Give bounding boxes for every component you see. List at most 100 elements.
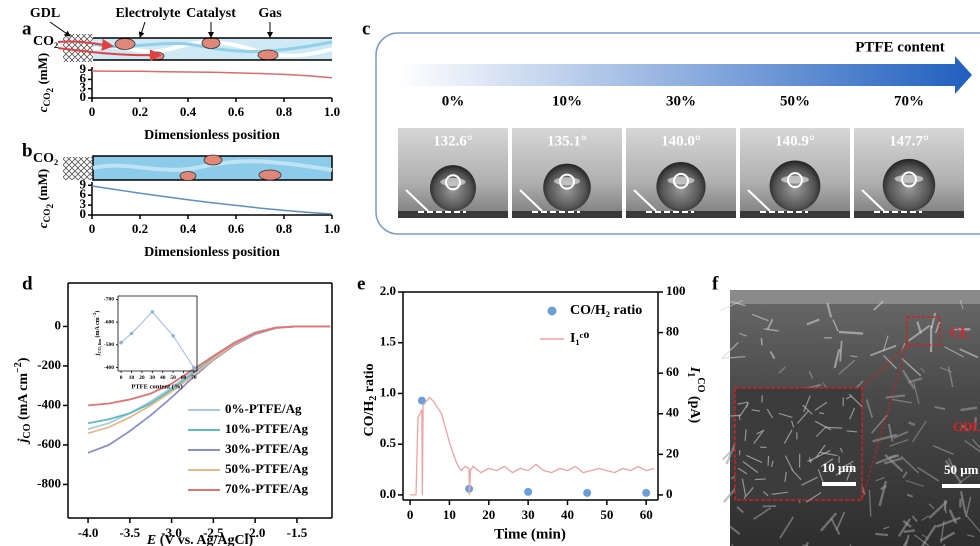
label-part: c <box>35 106 50 112</box>
droplet-reflection <box>559 173 575 190</box>
texture <box>802 404 813 415</box>
x-tick-label: 0 <box>89 221 96 236</box>
texture <box>870 344 897 357</box>
texture <box>767 455 770 466</box>
y-tick-label: 6 <box>80 186 87 201</box>
x-tick-label: 60 <box>181 375 187 381</box>
texture <box>815 425 827 438</box>
droplet-highlight <box>553 177 581 186</box>
texture <box>806 318 820 326</box>
x-tick-label: 0.6 <box>228 221 245 236</box>
texture <box>882 335 889 352</box>
texture <box>825 426 843 429</box>
texture <box>865 399 874 418</box>
legend-label: 70%-PTFE/Ag <box>225 481 309 496</box>
content-label: 0% <box>442 93 465 109</box>
texture <box>769 350 776 360</box>
panel-label: b <box>22 140 33 161</box>
legend-label: 0%-PTFE/Ag <box>225 401 302 416</box>
texture <box>778 412 793 418</box>
x-tick-label: 0.2 <box>132 221 148 236</box>
label-part: −2 <box>92 313 97 318</box>
texture <box>820 458 834 468</box>
texture <box>721 355 746 360</box>
texture <box>882 354 898 370</box>
photo-substrate <box>398 211 508 218</box>
droplet-highlight <box>894 174 924 183</box>
data-point <box>171 333 175 338</box>
texture <box>914 534 931 546</box>
legend-label: 50%-PTFE/Ag <box>225 461 309 476</box>
y-tick-label: 3 <box>80 196 87 211</box>
contact-angle-panel <box>375 32 980 235</box>
x-tick-label: 1.0 <box>324 104 340 119</box>
x-tick-label: 10 <box>129 375 135 381</box>
texture <box>753 507 772 520</box>
texture <box>944 459 963 484</box>
x-axis-label: Dimensionless position <box>144 128 280 143</box>
texture <box>934 405 946 411</box>
texture <box>911 420 927 443</box>
texture <box>838 330 864 335</box>
angle-label: 140.9° <box>775 133 815 149</box>
schematic-a <box>49 21 333 62</box>
label-part: ratio <box>362 363 377 395</box>
texture <box>820 512 838 532</box>
schematic-label: Catalyst <box>186 6 236 21</box>
texture <box>880 484 887 491</box>
texture <box>771 491 789 495</box>
gas-label: CO₂ <box>33 34 58 49</box>
label-part: −2 <box>13 362 24 373</box>
data-point <box>524 487 533 496</box>
label-part: (mM) <box>35 53 50 88</box>
droplet-reflection <box>787 172 803 189</box>
schematic-label: Electrolyte <box>115 6 180 21</box>
texture <box>835 511 846 531</box>
y-tick-label: 1.5 <box>380 334 397 349</box>
texture <box>873 300 884 311</box>
y-tick-label: -600 <box>104 319 114 325</box>
texture <box>746 454 763 463</box>
texture <box>901 357 922 377</box>
texture <box>966 534 975 538</box>
texture <box>875 532 889 537</box>
panel-label: e <box>357 273 365 294</box>
texture <box>835 467 849 476</box>
content-label: 70% <box>894 93 924 109</box>
texture <box>911 515 918 523</box>
x-tick-label: 50 <box>170 375 176 381</box>
texture <box>826 302 833 318</box>
data-line <box>91 70 333 79</box>
y2-tick-label: 20 <box>666 445 679 460</box>
texture <box>814 420 832 431</box>
x-tick-label: -2.5 <box>203 525 224 540</box>
droplet <box>656 162 706 212</box>
texture <box>766 318 774 331</box>
data-point <box>192 365 196 370</box>
x-tick-label: 60 <box>640 507 653 522</box>
x-tick-label: 40 <box>160 375 166 381</box>
label-part: CO <box>43 92 53 106</box>
sem-label: GDL <box>953 419 980 434</box>
angle-label: 147.7° <box>889 133 929 149</box>
data-line <box>410 396 655 496</box>
droplet-highlight <box>781 175 809 184</box>
texture <box>928 503 935 509</box>
photo-substrate <box>854 211 964 218</box>
texture <box>916 321 922 334</box>
texture <box>875 476 885 482</box>
label-part: (mM) <box>35 169 50 204</box>
y2-tick-label: 60 <box>666 364 679 379</box>
x-tick-label: -3.5 <box>120 525 141 540</box>
texture <box>771 460 774 467</box>
texture <box>796 410 810 424</box>
texture <box>902 471 908 479</box>
x-tick-label: 10 <box>443 507 456 522</box>
texture <box>900 455 920 474</box>
y-tick-label: 0 <box>55 317 62 332</box>
x-tick-label: 0.2 <box>132 104 148 119</box>
x-tick-label: 70 <box>191 375 197 381</box>
texture <box>960 406 978 412</box>
texture <box>737 467 748 475</box>
zoom-link <box>861 344 908 501</box>
